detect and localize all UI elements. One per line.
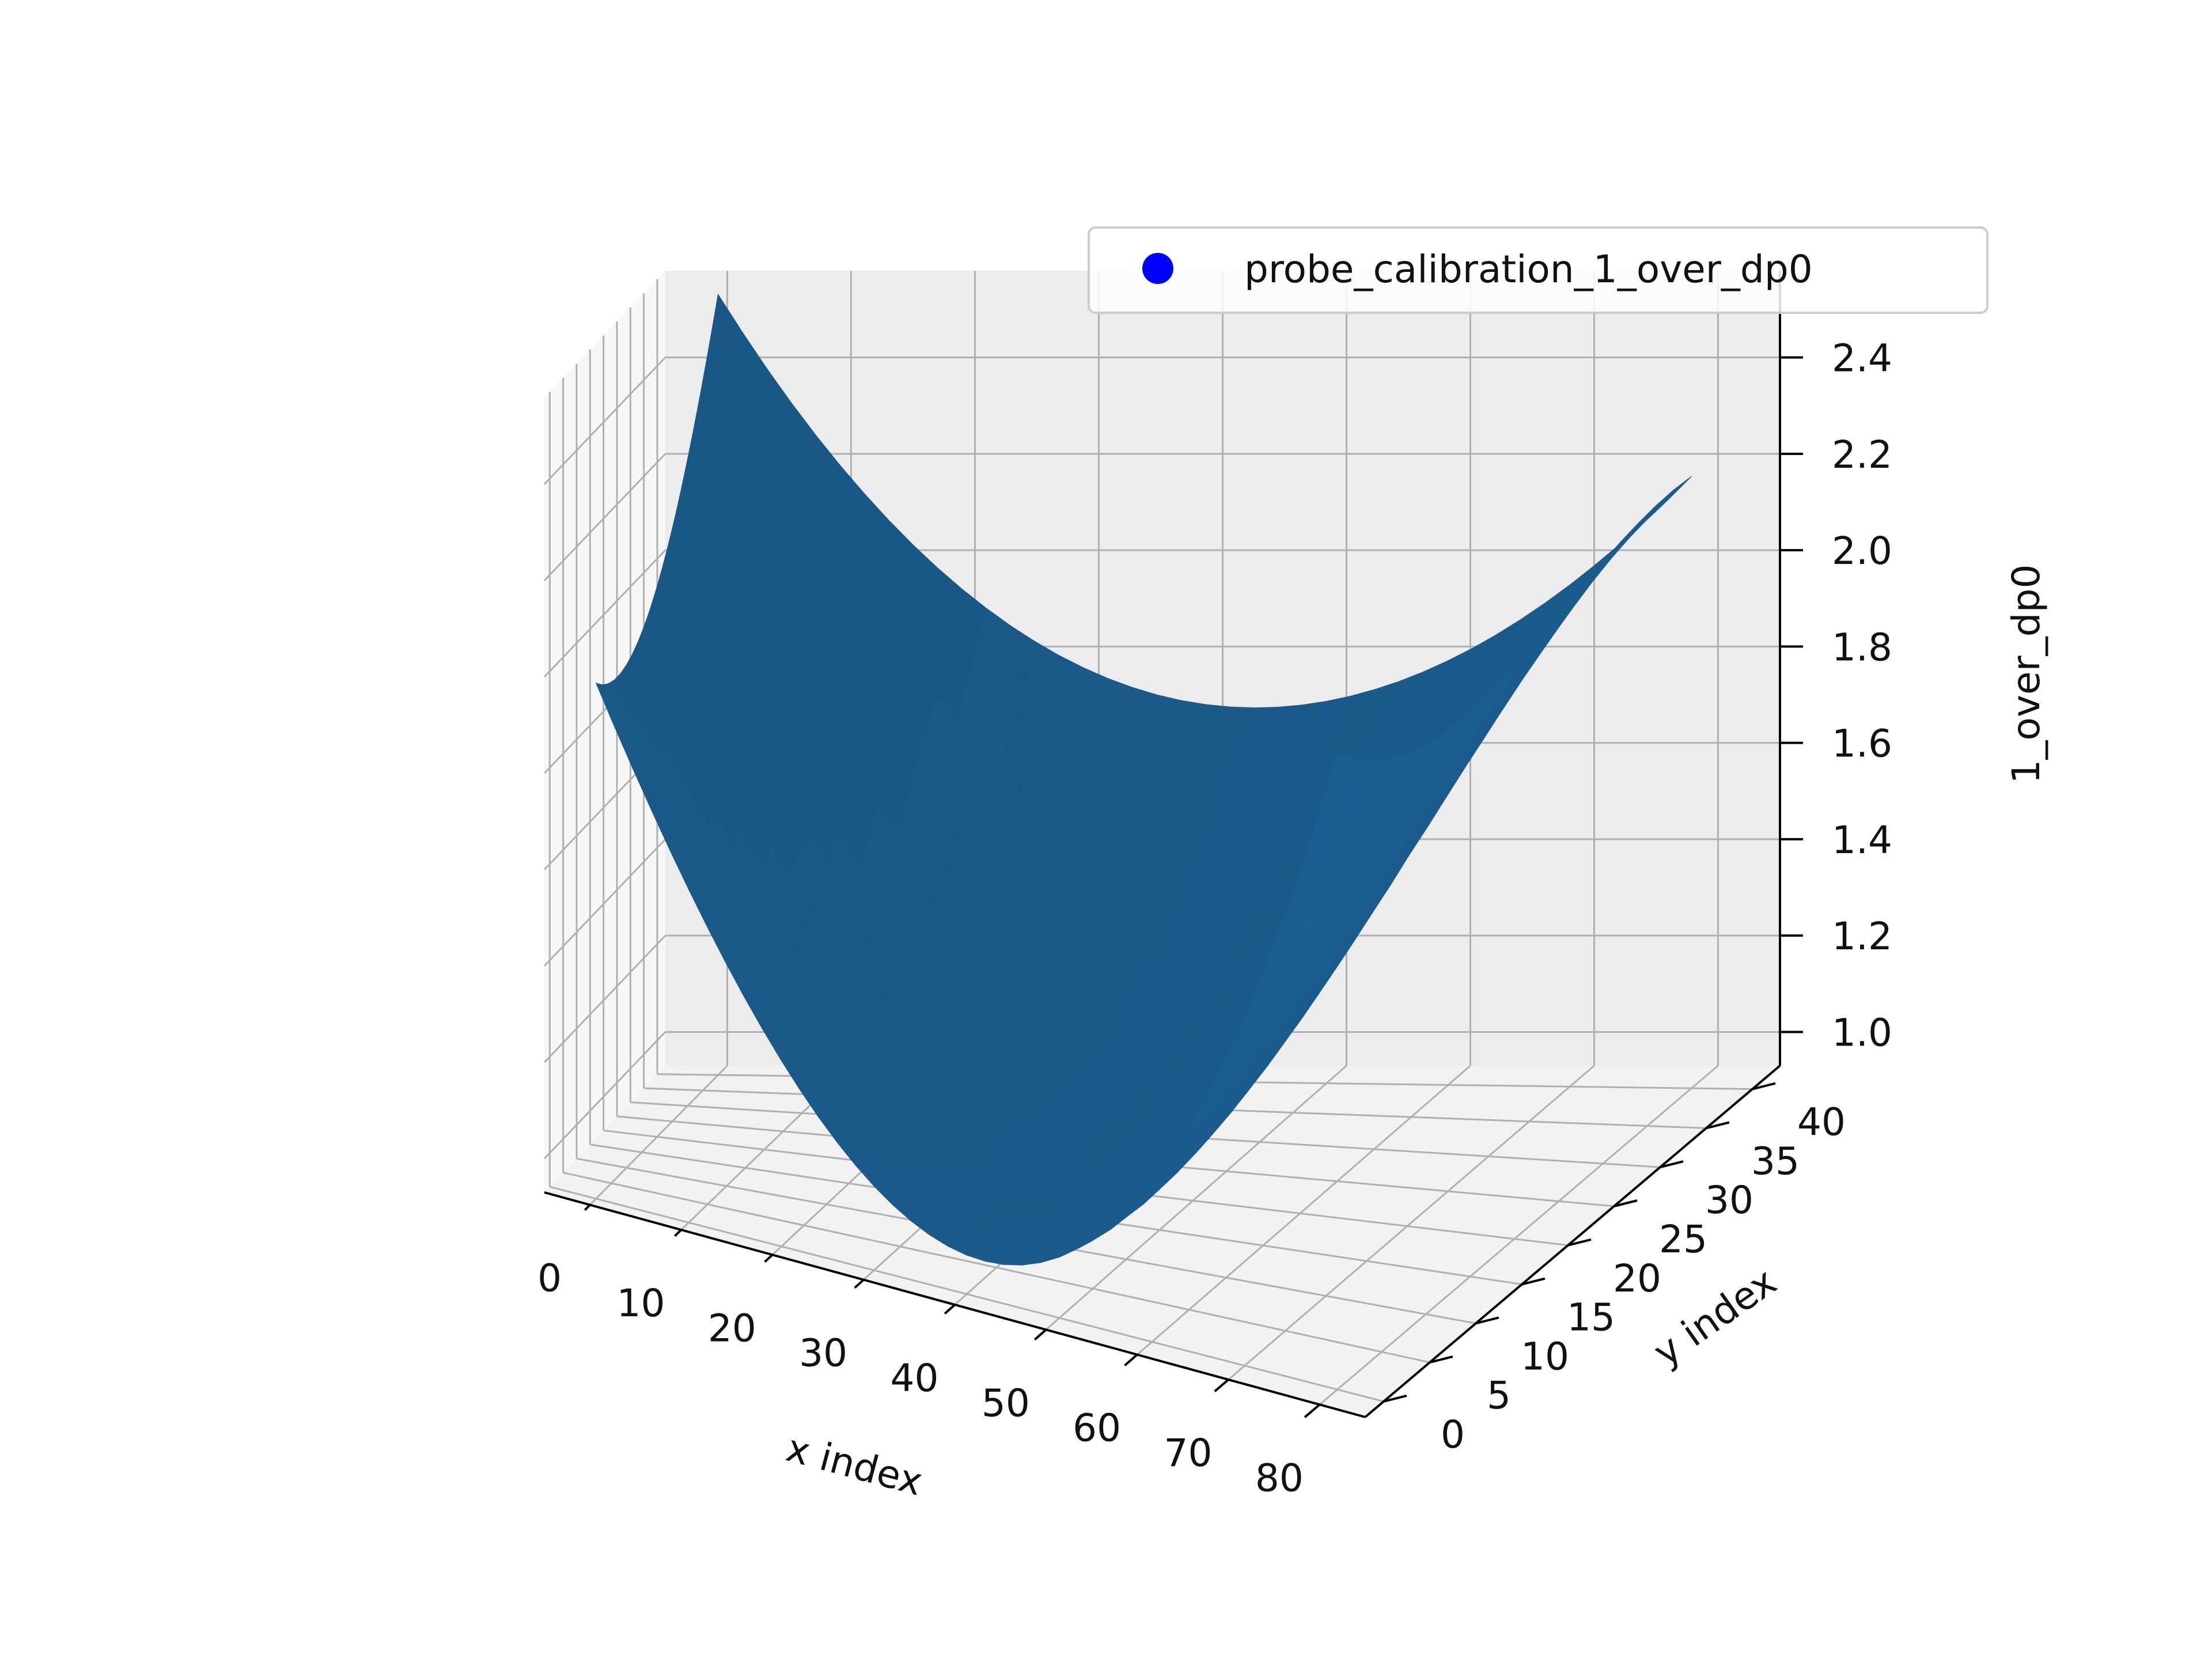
grid-line-x-floor: [1137, 1065, 1471, 1355]
x-tick-mark: [764, 1253, 774, 1263]
grid-line-x-floor: [1228, 1065, 1595, 1381]
y-tick-mark: [1613, 1199, 1638, 1207]
x-tick-mark: [1124, 1354, 1138, 1366]
x-tick-label: 20: [708, 1306, 756, 1350]
grid-line-z-left: [543, 550, 666, 678]
grid-line-z-left: [543, 357, 666, 485]
left-wall-pane: [544, 271, 665, 1192]
y-tick-label: 25: [1659, 1217, 1707, 1262]
z-tick-label: 2.0: [1832, 529, 1892, 573]
x-tick-mark: [674, 1229, 682, 1237]
surface-mesh: [595, 293, 1692, 1266]
x-tick-label: 10: [617, 1281, 665, 1325]
grid-line-y-floor: [563, 1172, 1430, 1363]
y-tick-label: 30: [1705, 1178, 1753, 1222]
z-tick-label: 1.8: [1832, 625, 1892, 669]
x-tick-label: 0: [537, 1256, 562, 1301]
y-tick-mark: [1567, 1238, 1592, 1247]
x-tick-label: 50: [982, 1381, 1030, 1425]
legend-label: probe_calibration_1_over_dp0: [1244, 247, 1813, 291]
x-tick-mark: [1304, 1403, 1321, 1418]
y-tick-mark: [1706, 1121, 1730, 1130]
y-tick-mark: [1660, 1160, 1684, 1169]
legend-marker: [1142, 253, 1173, 284]
z-tick-label: 2.2: [1832, 433, 1892, 477]
y-tick-mark: [1429, 1355, 1453, 1364]
legend: probe_calibration_1_over_dp0: [1088, 226, 1988, 314]
y-tick-label: 15: [1567, 1296, 1615, 1340]
z-tick-label: 1.4: [1832, 818, 1892, 862]
z-tick-label: 1.0: [1832, 1010, 1892, 1055]
z-axis-title: 1_over_dp0: [2004, 565, 2048, 784]
y-axis-title: y index: [1645, 1259, 1784, 1375]
grid-line-z-left: [543, 935, 666, 1063]
x-tick-mark: [1214, 1378, 1229, 1392]
axis-lines: [544, 271, 1803, 1418]
x-axis-title: x index: [782, 1426, 927, 1505]
y-tick-label: 10: [1521, 1334, 1569, 1378]
x-tick-label: 80: [1255, 1456, 1304, 1500]
y-tick-label: 35: [1751, 1139, 1800, 1183]
grid-line-z-left: [543, 1031, 666, 1160]
grid-line-x-floor: [589, 1065, 728, 1206]
y-axis-line: [1364, 1065, 1781, 1418]
legend-box: [1088, 226, 1988, 314]
y-tick-label: 5: [1487, 1373, 1511, 1418]
z-tick-label: 1.6: [1832, 722, 1892, 766]
x-tick-label: 60: [1073, 1406, 1121, 1450]
surface-patch: [1318, 753, 1356, 820]
z-tick-label: 2.4: [1832, 336, 1892, 381]
x-tick-label: 30: [799, 1331, 847, 1376]
x-tick-mark: [854, 1279, 865, 1289]
y-tick-label: 20: [1613, 1256, 1661, 1301]
x-tick-mark: [944, 1304, 956, 1315]
x-tick-mark: [584, 1204, 591, 1211]
y-tick-label: 40: [1797, 1100, 1846, 1145]
x-tick-label: 70: [1164, 1431, 1213, 1475]
y-tick-mark: [1752, 1082, 1776, 1090]
tick-labels: 0102030405060708005101520253035401.01.21…: [537, 336, 1892, 1501]
x-tick-label: 40: [891, 1356, 939, 1400]
grid-line-z-left: [543, 453, 666, 581]
grid-line-y-floor: [549, 1185, 1384, 1403]
grid-line-x-floor: [1045, 1065, 1347, 1331]
z-tick-label: 1.2: [1832, 914, 1892, 959]
y-tick-mark: [1383, 1394, 1407, 1403]
y-tick-mark: [1475, 1316, 1499, 1325]
y-tick-mark: [1521, 1277, 1546, 1286]
grid-line-x-floor: [1319, 1065, 1719, 1406]
y-tick-label: 0: [1441, 1412, 1465, 1457]
x-tick-mark: [1034, 1328, 1047, 1340]
grid-line-z-left: [543, 838, 666, 967]
